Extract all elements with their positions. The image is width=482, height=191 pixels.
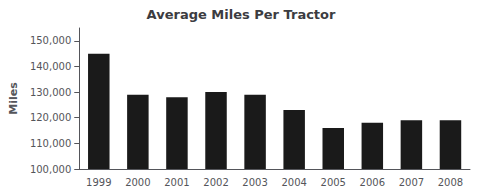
svg-text:130,000: 130,000 <box>30 87 71 98</box>
svg-text:2006: 2006 <box>360 177 385 188</box>
svg-text:140,000: 140,000 <box>30 61 71 72</box>
svg-text:2004: 2004 <box>281 177 306 188</box>
svg-text:100,000: 100,000 <box>30 164 71 175</box>
svg-text:2003: 2003 <box>242 177 267 188</box>
svg-text:120,000: 120,000 <box>30 112 71 123</box>
svg-text:1999: 1999 <box>86 177 111 188</box>
svg-text:Miles: Miles <box>7 82 20 115</box>
svg-text:2002: 2002 <box>203 177 228 188</box>
svg-text:2001: 2001 <box>164 177 189 188</box>
svg-text:150,000: 150,000 <box>30 35 71 46</box>
svg-text:110,000: 110,000 <box>30 138 71 149</box>
svg-text:2005: 2005 <box>321 177 346 188</box>
svg-text:Average Miles Per Tractor: Average Miles Per Tractor <box>147 7 336 22</box>
svg-text:2007: 2007 <box>399 177 424 188</box>
svg-text:2008: 2008 <box>438 177 463 188</box>
svg-text:2000: 2000 <box>125 177 150 188</box>
